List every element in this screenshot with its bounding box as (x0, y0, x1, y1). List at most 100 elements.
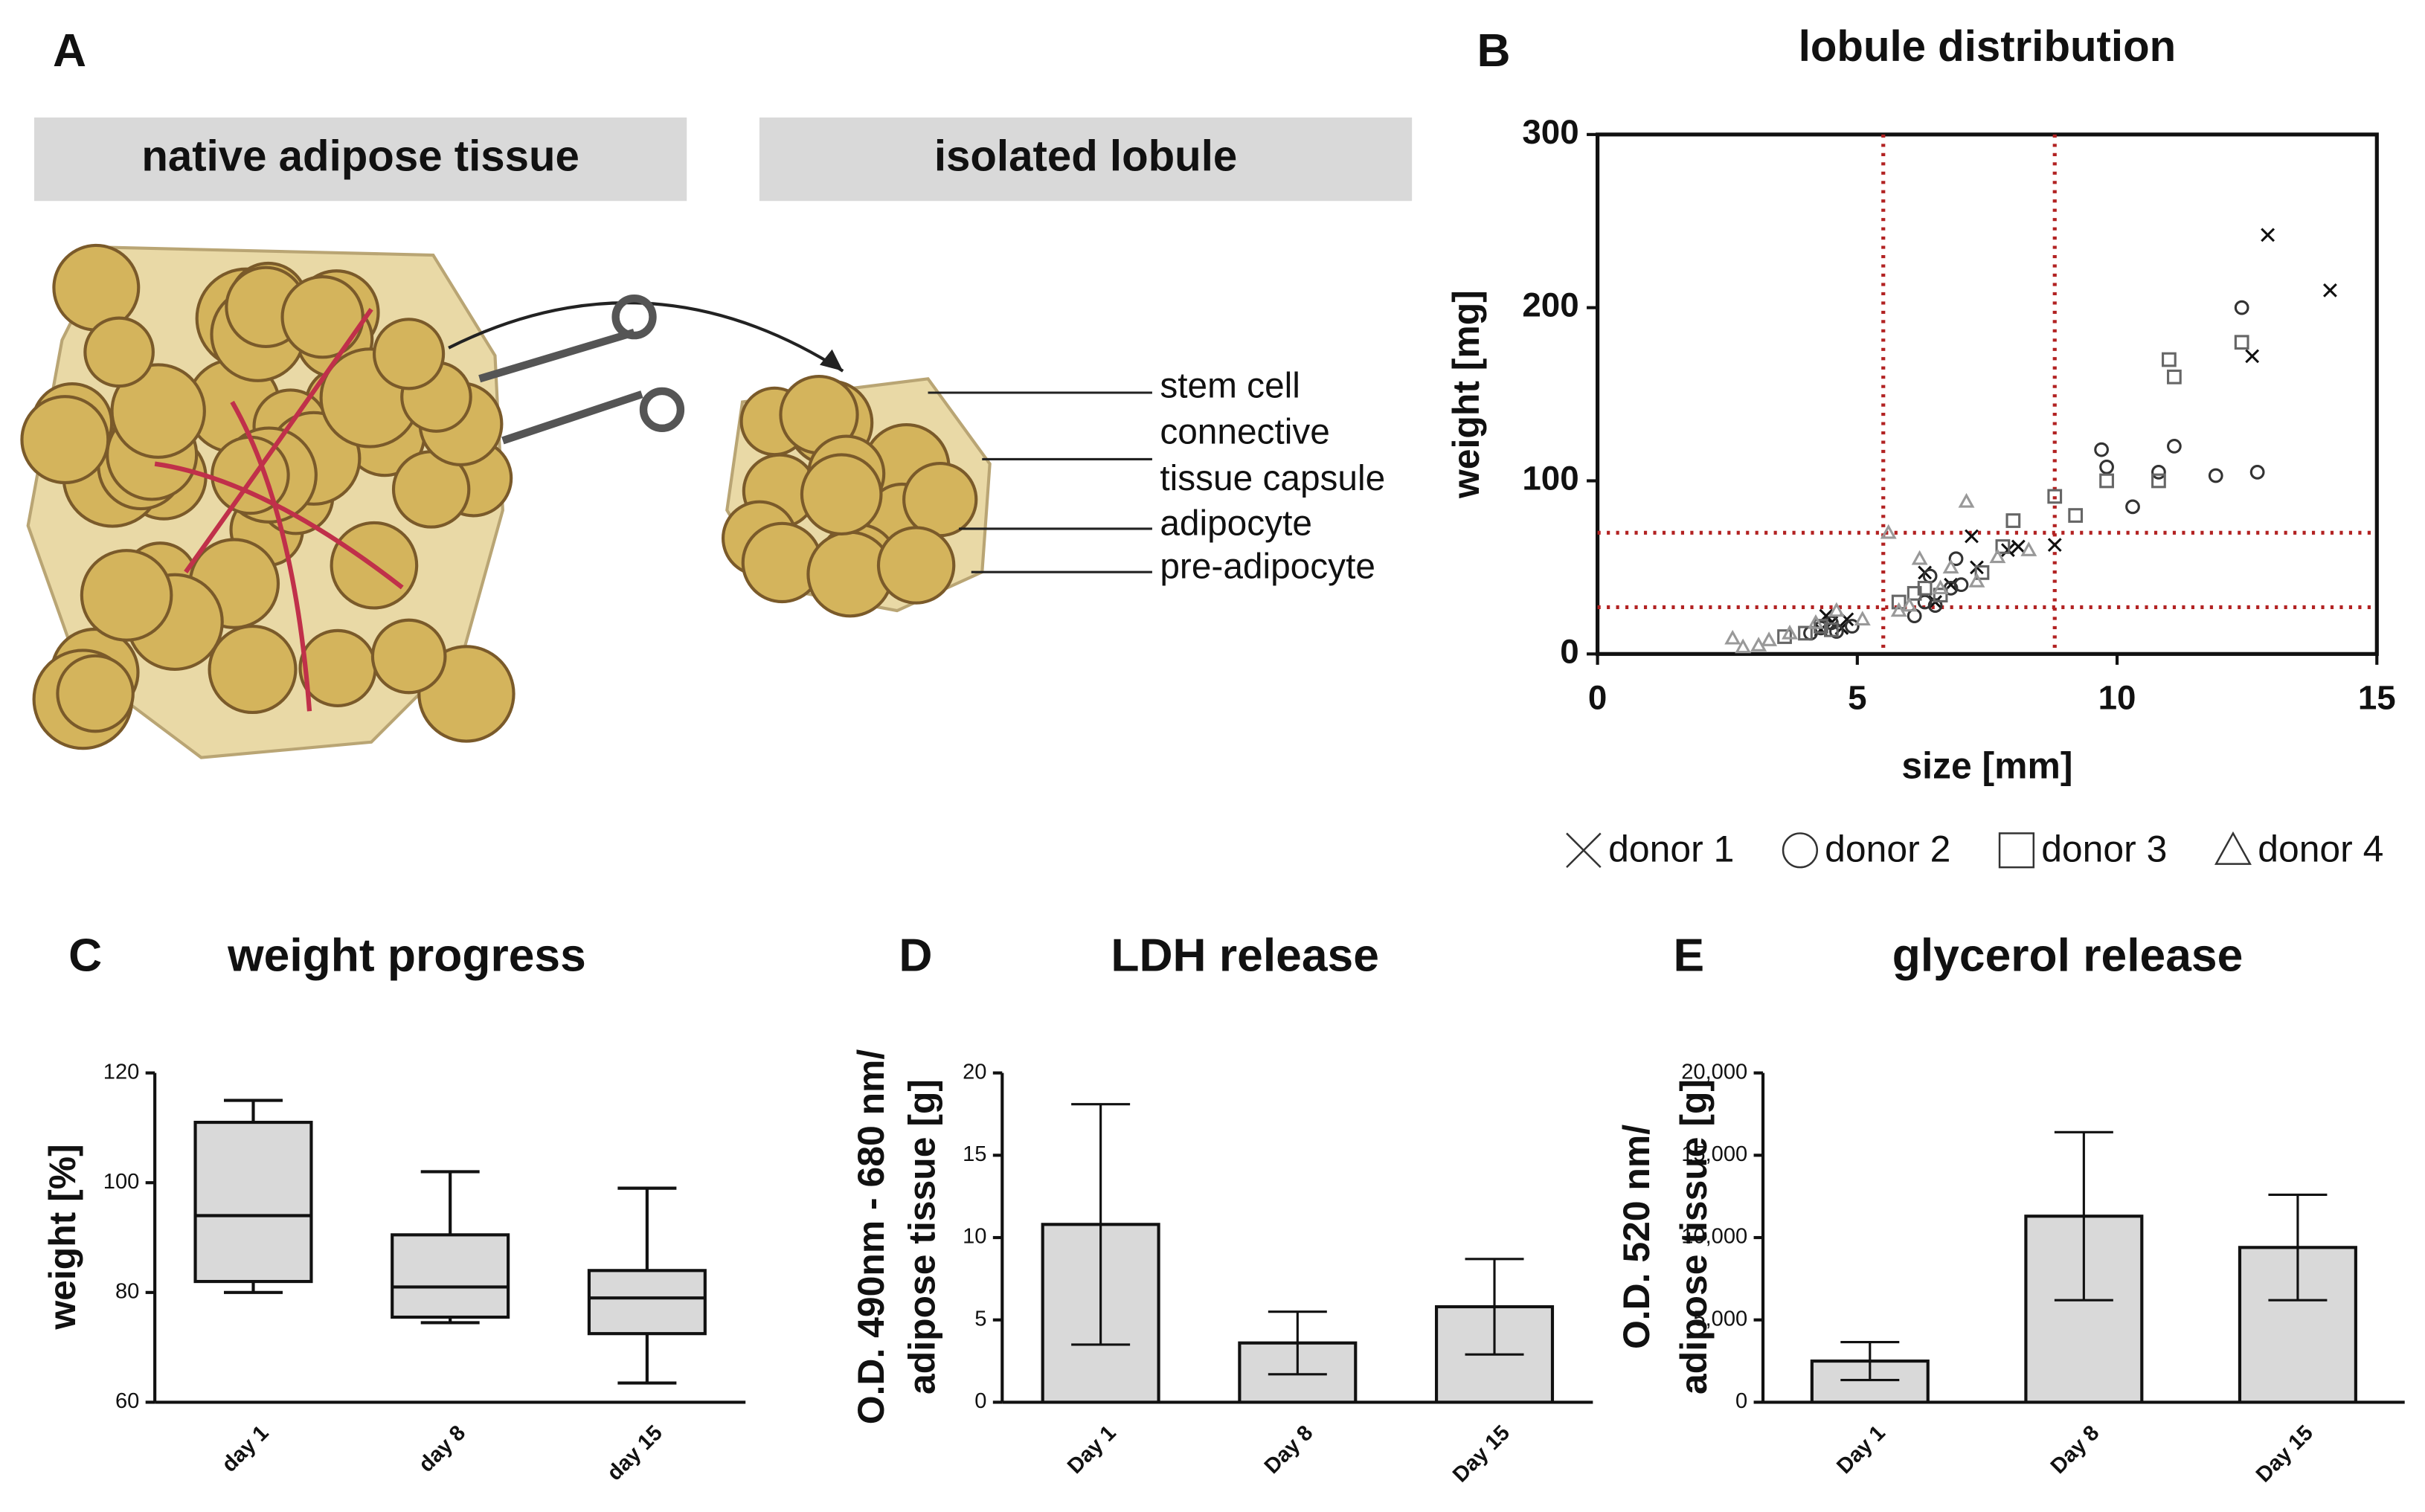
adipocyte (280, 275, 364, 359)
x-tick-label: Day 15 (1448, 1421, 1515, 1487)
y-tick-label: 10,000 (1681, 1225, 1747, 1249)
arrow-head (820, 349, 844, 371)
adipocyte (298, 628, 377, 707)
x-tick-label: Day 15 (2252, 1421, 2318, 1487)
y-tick-label: 0 (1560, 632, 1578, 670)
y-tick-label: 15,000 (1681, 1142, 1747, 1166)
point (2323, 283, 2337, 297)
point (1968, 572, 1985, 588)
point (2020, 541, 2037, 556)
point (1901, 596, 1918, 612)
x-tick-label: 10 (2098, 679, 2136, 717)
point (1948, 551, 1964, 567)
adipocyte (20, 395, 110, 485)
point (2068, 508, 2084, 523)
vessel (184, 307, 373, 573)
x-tick-label: 15 (2358, 679, 2396, 717)
box (193, 1120, 313, 1284)
adipocyte (80, 549, 173, 642)
point (1891, 594, 1907, 610)
x-tick-label: 0 (1588, 679, 1607, 717)
vessel (230, 400, 312, 712)
point (2005, 513, 2021, 528)
y-tick-label: 200 (1522, 286, 1578, 324)
y-tick-label: 20 (963, 1060, 986, 1084)
y-tick-label: 10 (963, 1225, 986, 1249)
point (1761, 631, 1778, 646)
plot-frame (1596, 132, 2379, 656)
legend-label: donor 3 (2041, 829, 2167, 870)
legend-label: donor 2 (1825, 829, 1950, 870)
point (2234, 335, 2249, 350)
point (1933, 588, 1948, 603)
point (2249, 464, 2265, 480)
point (2167, 439, 2182, 454)
point (2162, 352, 2177, 367)
point (2099, 473, 2114, 489)
callout: stem cell (1160, 366, 1300, 405)
y-axis-label: O.D. 520 nm/ (1616, 1125, 1657, 1349)
point (2011, 539, 2026, 554)
point (1724, 629, 1741, 645)
point (1942, 559, 1959, 574)
point (1880, 524, 1897, 539)
error-bar (2268, 1193, 2328, 1302)
point (2167, 369, 2182, 385)
callout-lines (928, 391, 1152, 573)
y-axis-label: adipose tissue [g] (1673, 1079, 1715, 1394)
point (1828, 602, 1845, 617)
legend-label: donor 1 (1608, 829, 1734, 870)
x-tick-label: day 1 (217, 1421, 273, 1477)
point (1807, 614, 1824, 629)
point (2125, 499, 2140, 515)
point (1854, 611, 1871, 625)
panel-label: E (1673, 930, 1704, 981)
adipocyte (800, 453, 883, 535)
y-tick-label: 80 (115, 1280, 139, 1304)
error-bar (1465, 1258, 1524, 1356)
adipocyte (370, 618, 447, 695)
point (2245, 349, 2260, 364)
point (2047, 489, 2063, 504)
point (2047, 538, 2062, 553)
chart-title: LDH release (1111, 930, 1379, 981)
point (2099, 459, 2114, 474)
chart-title: lobule distribution (1799, 22, 2176, 71)
point (1958, 492, 1975, 508)
x-tick-label: Day 1 (1832, 1421, 1890, 1479)
x-tick-label: day 8 (414, 1421, 470, 1477)
point (1953, 577, 1969, 593)
arrow (448, 301, 844, 373)
point (1989, 548, 2006, 564)
adipocyte (83, 316, 155, 388)
y-tick-label: 60 (115, 1389, 139, 1413)
point (2094, 442, 2109, 457)
y-axis-label: adipose tissue [g] (902, 1079, 943, 1394)
point (1798, 625, 1813, 641)
point (1917, 580, 1933, 596)
callout: tissue capsule (1160, 459, 1385, 498)
panel-label: A (53, 25, 86, 77)
chart-title: weight progress (227, 930, 586, 981)
point (2151, 464, 2166, 480)
legend-marker (1566, 832, 1602, 869)
y-tick-label: 100 (1522, 460, 1578, 498)
chart-title: glycerol release (1892, 930, 2243, 981)
adipocyte (211, 435, 290, 515)
x-tick-label: 5 (1848, 679, 1866, 717)
error-bar (1071, 1103, 1131, 1346)
adipocyte (372, 318, 446, 390)
x-axis-label: size [mm] (1901, 744, 2072, 786)
error-bar (1268, 1310, 1327, 1376)
y-tick-label: 0 (974, 1389, 986, 1413)
y-tick-label: 100 (103, 1170, 140, 1194)
point (1974, 565, 1990, 580)
y-tick-label: 20,000 (1681, 1060, 1747, 1084)
legend-marker (1782, 832, 1819, 869)
error-bar (1840, 1341, 1900, 1382)
adipocyte (110, 363, 206, 459)
tissue-illustration (20, 243, 992, 759)
point (1782, 624, 1798, 640)
y-tick-label: 5 (974, 1307, 986, 1331)
